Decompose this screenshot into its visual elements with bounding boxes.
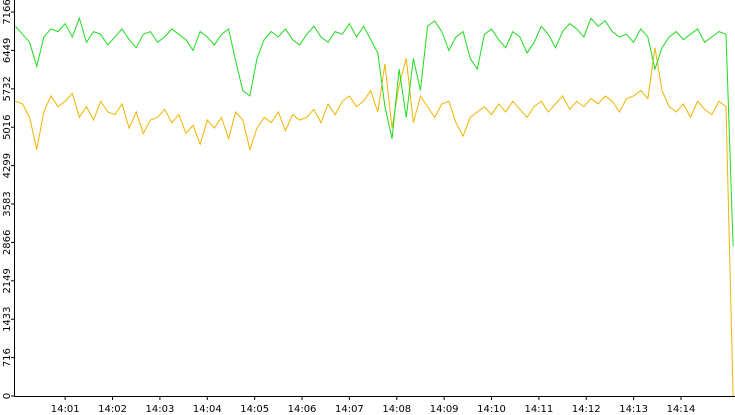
x-tick-label: 14:13	[619, 404, 648, 415]
series-line	[15, 16, 734, 246]
y-tick-label: 2149	[2, 268, 13, 293]
y-tick-label: 1433	[2, 306, 13, 331]
x-tick-label: 14:06	[288, 404, 317, 415]
x-tick-label: 14:01	[51, 404, 80, 415]
x-tick-label: 14:04	[193, 404, 222, 415]
y-tick-label: 4299	[2, 153, 13, 178]
series-line	[15, 47, 734, 397]
x-tick-label: 14:14	[667, 404, 696, 415]
x-tick-label: 14:05	[240, 404, 269, 415]
x-tick-label: 14:03	[145, 404, 174, 415]
x-tick-label: 14:10	[477, 404, 506, 415]
y-tick-label: 0	[2, 393, 13, 399]
x-tick-label: 14:08	[382, 404, 411, 415]
x-tick-label: 14:07	[335, 404, 364, 415]
y-tick-label: 2866	[2, 230, 13, 255]
x-tick-label: 14:02	[98, 404, 127, 415]
y-tick-label: 7166	[2, 0, 13, 25]
x-tick-label: 14:11	[524, 404, 553, 415]
y-tick-label: 3583	[2, 191, 13, 216]
x-tick-label: 14:09	[430, 404, 459, 415]
y-tick-label: 716	[2, 348, 13, 367]
x-tick-label: 14:12	[572, 404, 601, 415]
y-tick-label: 5016	[2, 114, 13, 139]
y-tick-label: 5732	[2, 76, 13, 101]
y-tick-label: 6449	[2, 38, 13, 63]
